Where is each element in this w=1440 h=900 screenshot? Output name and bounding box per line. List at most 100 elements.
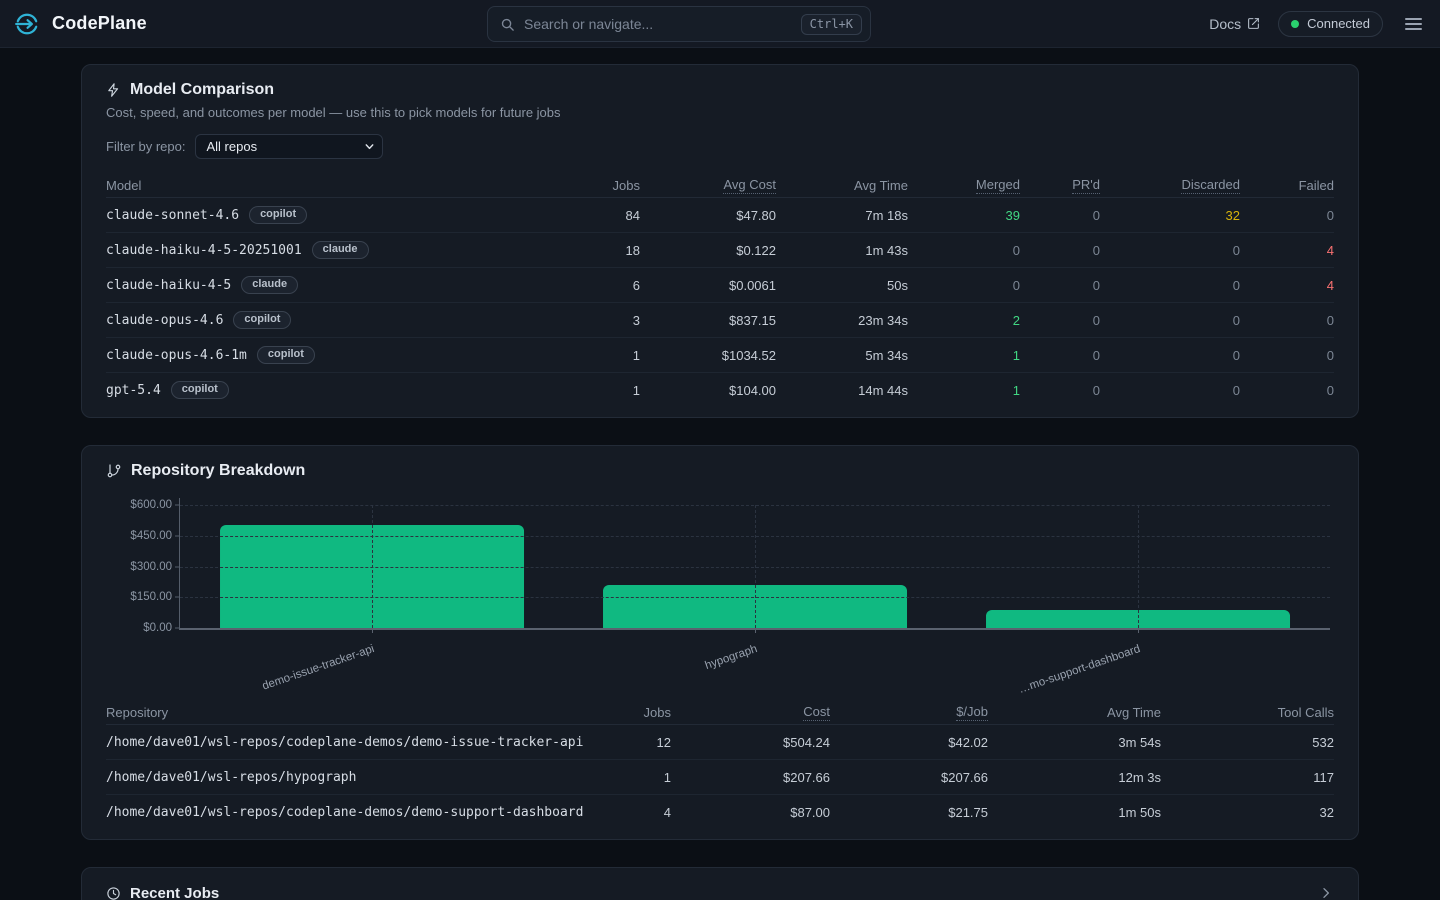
- discarded-cell: 32: [1100, 208, 1240, 223]
- avg-time-cell: 5m 34s: [776, 348, 908, 363]
- y-tick-mark: [175, 505, 180, 506]
- provider-badge: copilot: [233, 311, 291, 329]
- model-table-row: claude-opus-4.6copilot3$837.1523m 34s200…: [106, 302, 1334, 337]
- column-header[interactable]: Cost: [671, 704, 830, 721]
- jobs-cell: 84: [550, 208, 640, 223]
- x-category-label: hypograph: [704, 643, 759, 672]
- avg-time-cell: 1m 43s: [776, 243, 908, 258]
- main-content: Model Comparison Cost, speed, and outcom…: [0, 48, 1440, 900]
- prd-cell: 0: [1020, 348, 1100, 363]
- repo-table-row: /home/dave01/wsl-repos/codeplane-demos/d…: [106, 794, 1334, 829]
- repository-cell: /home/dave01/wsl-repos/codeplane-demos/d…: [106, 805, 570, 820]
- table-header-row: Model Jobs Avg Cost Avg Time Merged PR'd Disca…: [106, 173, 1334, 197]
- repository-breakdown-table: RepositoryJobsCost$/JobAvg TimeTool Call…: [106, 700, 1334, 829]
- chevron-right-icon[interactable]: [1318, 885, 1334, 900]
- top-nav: CodePlane Search or navigate... Ctrl+K D…: [0, 0, 1440, 48]
- discarded-cell: 0: [1100, 383, 1240, 398]
- provider-badge: copilot: [171, 381, 229, 399]
- failed-cell: 0: [1240, 313, 1334, 328]
- model-comparison-card: Model Comparison Cost, speed, and outcom…: [81, 64, 1359, 418]
- y-tick-mark: [175, 535, 180, 536]
- avg-time-cell: 3m 54s: [988, 735, 1161, 750]
- repository-cost-chart: $600.00$450.00$300.00$150.00$0.00 demo-i…: [106, 498, 1334, 686]
- recent-jobs-card[interactable]: Recent Jobs: [81, 867, 1359, 900]
- column-header-label[interactable]: $/Job: [956, 704, 988, 721]
- column-header[interactable]: Merged: [908, 177, 1020, 194]
- docs-link[interactable]: Docs: [1209, 16, 1260, 32]
- prd-cell: 0: [1020, 278, 1100, 293]
- search-shortcut-kbd: Ctrl+K: [801, 14, 862, 35]
- column-header-label[interactable]: Discarded: [1181, 177, 1240, 194]
- x-tick-mark: [1138, 628, 1139, 633]
- failed-cell: 0: [1240, 208, 1334, 223]
- avg-cost-cell: $47.80: [640, 208, 776, 223]
- cost-cell: $504.24: [671, 735, 830, 750]
- column-header-label: Repository: [106, 705, 168, 720]
- model-comparison-table: Model Jobs Avg Cost Avg Time Merged PR'd Disca…: [106, 173, 1334, 407]
- column-header-label[interactable]: PR'd: [1072, 177, 1100, 194]
- merged-cell: 1: [908, 383, 1020, 398]
- brand-title: CodePlane: [52, 13, 147, 34]
- repository-breakdown-card: Repository Breakdown $600.00$450.00$300.…: [81, 445, 1359, 840]
- external-link-icon: [1247, 17, 1260, 30]
- model-cell: claude-haiku-4-5-20251001claude: [106, 241, 550, 259]
- model-name: gpt-5.4: [106, 383, 161, 398]
- y-tick-mark: [175, 566, 180, 567]
- menu-icon[interactable]: [1401, 12, 1426, 36]
- column-header: Jobs: [570, 705, 671, 720]
- avg-cost-cell: $1034.52: [640, 348, 776, 363]
- avg-time-cell: 1m 50s: [988, 805, 1161, 820]
- repository-path: /home/dave01/wsl-repos/codeplane-demos/d…: [106, 805, 583, 820]
- discarded-cell: 0: [1100, 278, 1240, 293]
- column-header-label[interactable]: Merged: [976, 177, 1020, 194]
- column-header-label: Model: [106, 178, 141, 193]
- failed-cell: 0: [1240, 383, 1334, 398]
- jobs-cell: 1: [550, 383, 640, 398]
- jobs-cell: 1: [570, 770, 671, 785]
- docs-label: Docs: [1209, 16, 1241, 32]
- provider-badge: copilot: [257, 346, 315, 364]
- column-header[interactable]: Discarded: [1100, 177, 1240, 194]
- column-header: Avg Time: [776, 178, 908, 193]
- jobs-cell: 12: [570, 735, 671, 750]
- column-header-label[interactable]: Avg Cost: [723, 177, 776, 194]
- y-tick-label: $600.00: [130, 499, 172, 511]
- jobs-cell: 1: [550, 348, 640, 363]
- merged-cell: 0: [908, 278, 1020, 293]
- search-input[interactable]: Search or navigate... Ctrl+K: [487, 6, 871, 42]
- avg-cost-cell: $0.0061: [640, 278, 776, 293]
- column-header[interactable]: $/Job: [830, 704, 988, 721]
- repository-breakdown-title: Repository Breakdown: [131, 462, 305, 480]
- column-header-label: Jobs: [613, 178, 640, 193]
- failed-cell: 0: [1240, 348, 1334, 363]
- y-tick-label: $450.00: [130, 530, 172, 542]
- model-cell: claude-opus-4.6-1m copilot: [106, 346, 550, 364]
- chart-y-axis-labels: $600.00$450.00$300.00$150.00$0.00: [106, 505, 172, 628]
- column-header: Model: [106, 178, 550, 193]
- repository-path: /home/dave01/wsl-repos/hypograph: [106, 770, 356, 785]
- model-table-row: claude-haiku-4-5-20251001claude18$0.1221…: [106, 232, 1334, 267]
- provider-badge: copilot: [249, 206, 307, 224]
- column-header: Jobs: [550, 178, 640, 193]
- provider-badge: claude: [241, 276, 298, 294]
- brand[interactable]: CodePlane: [14, 11, 147, 37]
- column-header-label: Jobs: [644, 705, 671, 720]
- model-name: claude-opus-4.6-1m: [106, 348, 247, 363]
- column-header-label[interactable]: Cost: [803, 704, 830, 721]
- table-header-row: RepositoryJobsCost$/JobAvg TimeTool Call…: [106, 700, 1334, 724]
- column-header: Repository: [106, 705, 570, 720]
- chart-x-axis-labels: demo-issue-tracker-apihypograph…mo-suppo…: [180, 634, 1330, 686]
- column-header[interactable]: PR'd: [1020, 177, 1100, 194]
- per-job-cell: $21.75: [830, 805, 988, 820]
- filter-by-repo-label: Filter by repo:: [106, 139, 185, 154]
- column-header-label: Avg Time: [854, 178, 908, 193]
- repo-filter-select[interactable]: All repos: [195, 134, 383, 159]
- merged-cell: 39: [908, 208, 1020, 223]
- connection-status-badge: Connected: [1278, 11, 1383, 37]
- tool-calls-cell: 532: [1161, 735, 1334, 750]
- avg-time-cell: 50s: [776, 278, 908, 293]
- model-cell: claude-opus-4.6copilot: [106, 311, 550, 329]
- jobs-cell: 6: [550, 278, 640, 293]
- column-header: Tool Calls: [1161, 705, 1334, 720]
- column-header[interactable]: Avg Cost: [640, 177, 776, 194]
